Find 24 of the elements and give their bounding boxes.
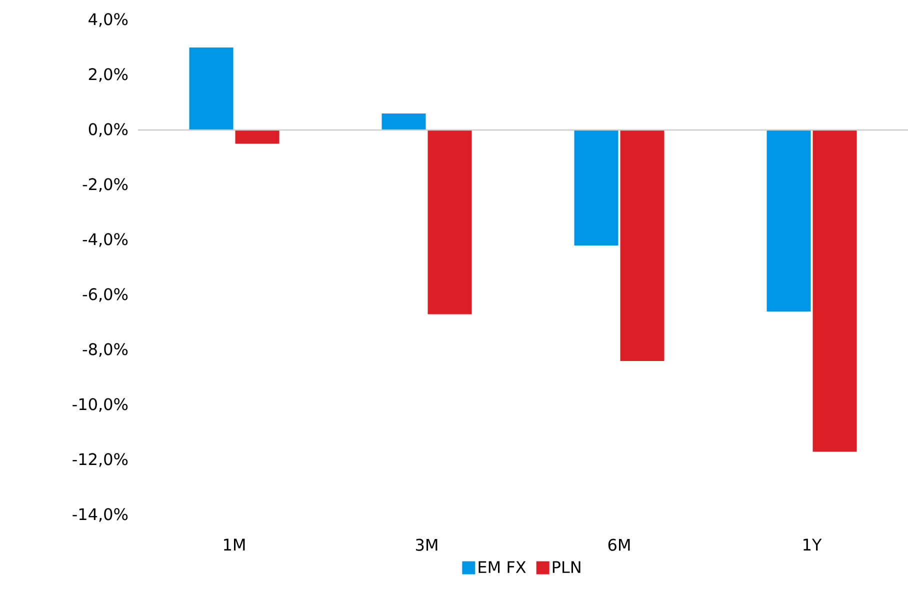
y-tick-label: -14,0% [72,508,128,522]
y-tick-label: -4,0% [82,233,128,247]
bar [812,130,857,452]
y-tick-label: 0,0% [88,123,128,137]
bar [189,47,234,130]
y-tick-label: -8,0% [82,343,128,357]
legend-label: EM FX [478,561,526,573]
x-tick-label: 1Y [804,538,822,550]
bar [235,130,280,144]
bar [574,130,618,246]
y-tick-label: -2,0% [82,178,128,192]
bar [428,130,472,314]
bar [766,130,811,312]
legend-label: PLN [552,561,580,573]
x-tick-label: 3M [416,538,438,551]
bar [382,113,426,130]
x-tick-label: 6M [608,538,630,551]
y-tick-label: -10,0% [72,398,128,412]
x-tick-label: 1M [224,538,245,550]
y-tick-label: -6,0% [82,288,128,302]
y-tick-label: 4,0% [88,13,128,27]
bar [620,130,664,361]
y-tick-label: -12,0% [72,453,128,467]
y-tick-label: 2,0% [88,68,128,82]
